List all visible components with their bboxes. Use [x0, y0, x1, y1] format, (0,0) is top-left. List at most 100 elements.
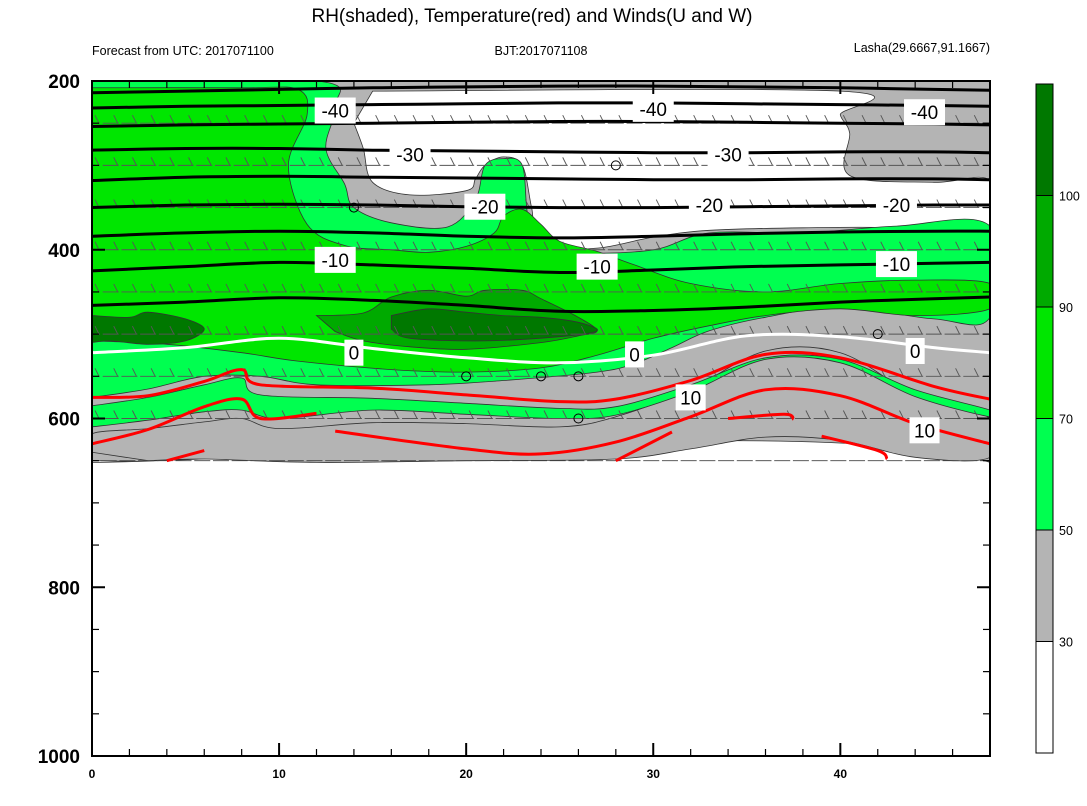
wind-barb-flag — [281, 157, 287, 166]
wind-barb-flag — [711, 410, 717, 419]
contour-label: -20 — [471, 198, 498, 219]
wind-barb-flag — [749, 241, 755, 250]
wind-barb-flag — [973, 157, 979, 166]
wind-barb-flag — [917, 283, 923, 293]
wind-barb-flag — [262, 368, 268, 377]
wind-barb-flag — [506, 325, 511, 335]
wind-barb-flag — [936, 325, 942, 335]
wind-barb-flag — [543, 410, 549, 419]
wind-barb-flag — [132, 410, 137, 419]
calm-wind-marker — [348, 202, 359, 213]
wind-barb-flag — [173, 81, 174, 82]
wind-barb-flag — [304, 81, 305, 82]
wind-barb-flag — [917, 241, 923, 250]
wind-barb-flag — [730, 325, 736, 335]
wind-barb-flag — [899, 114, 904, 124]
wind-barb-flag — [637, 157, 642, 166]
x-tick-label: 40 — [834, 767, 848, 781]
temperature-contour-minus20 — [92, 202, 990, 210]
wind-barb-flag — [94, 410, 100, 419]
colorbar: 30 50 70 90 100 — [1035, 83, 1080, 754]
wind-barb-flag — [262, 114, 268, 124]
wind-barb-flag — [487, 283, 493, 293]
wind-barb-flag — [618, 368, 624, 377]
wind-barb-flag — [842, 368, 848, 377]
y-tick-label: 1000 — [38, 747, 80, 768]
colorbar-tick-label: 30 — [1059, 636, 1073, 650]
wind-barb-flag — [337, 157, 343, 166]
colorbar-swatch — [1035, 641, 1054, 754]
wind-barb-flag — [824, 325, 830, 335]
wind-barb-flag — [902, 81, 904, 82]
contour-label: 10 — [914, 421, 935, 442]
wind-barb-flag — [150, 157, 156, 166]
wind-barb-flag — [281, 325, 287, 335]
wind-barb-flag — [973, 368, 979, 377]
wind-barb-flag — [921, 81, 923, 82]
wind-barb-flag — [618, 157, 624, 166]
wind-barb-flag — [487, 368, 493, 377]
wind-barb-flag — [711, 325, 717, 335]
wind-barb-flag — [450, 241, 455, 250]
forecast-time-label: Forecast from UTC: 2017071100 — [92, 44, 274, 58]
wind-barb-flag — [468, 410, 474, 419]
wind-barb-flag — [262, 325, 268, 335]
contour-label: 10 — [680, 388, 701, 409]
wind-barb-flag — [917, 157, 923, 166]
wind-barb-flag — [936, 410, 942, 419]
wind-barb-flag — [412, 241, 418, 250]
calm-wind-marker — [573, 371, 584, 382]
wind-barb-flag — [641, 81, 642, 82]
wind-barb-flag — [842, 410, 848, 419]
wind-barb-flag — [244, 283, 250, 293]
wind-barb-flag — [711, 283, 717, 293]
wind-barb-flag — [749, 368, 755, 377]
contour-labels: -40 -40 -40 -30 -30 -20 -20 -20 -10 -10 -10 0 0 0 10 10 — [314, 95, 946, 444]
wind-barb-flag — [599, 283, 605, 293]
wind-barb-flag — [319, 325, 324, 335]
wind-barb-flag — [693, 368, 699, 377]
wind-barb-flag — [300, 325, 306, 335]
wind-barb-flag — [730, 241, 736, 250]
wind-barb-flag — [528, 81, 530, 82]
contour-label-box — [344, 339, 364, 366]
wind-barb-flag — [581, 157, 586, 166]
wind-barb-flag — [510, 81, 511, 82]
wind-barb-flag — [244, 157, 250, 166]
wind-barb-flag — [805, 368, 811, 377]
wind-barb-flag — [655, 283, 661, 293]
wind-barb-flag — [431, 368, 437, 377]
wind-barb-flag — [543, 368, 549, 377]
wind-barb-flag — [880, 114, 886, 124]
wind-barb-flag — [132, 368, 137, 377]
wind-barb-flag — [300, 157, 306, 166]
wind-barb-flag — [524, 241, 530, 250]
wind-barb-flag — [225, 241, 231, 250]
wind-barb-flag — [132, 283, 137, 293]
wind-barb-flag — [416, 81, 418, 82]
wind-barb-flag — [973, 325, 979, 335]
wind-barb-flag — [824, 241, 830, 250]
wind-barb-flag — [842, 325, 848, 335]
wind-barb-flag — [973, 114, 979, 124]
wind-barb-flag — [113, 283, 119, 293]
wind-barb-flag — [861, 241, 867, 250]
wind-barb-flag — [674, 410, 680, 419]
wind-barb-flag — [674, 368, 680, 377]
wind-barb-flag — [562, 157, 568, 166]
wind-barb-flag — [412, 325, 418, 335]
wind-barb-flag — [599, 410, 605, 419]
wind-barb-flag — [150, 114, 156, 124]
wind-barb-flag — [206, 241, 212, 250]
wind-barb-flag — [805, 241, 811, 250]
wind-barb-flag — [229, 81, 230, 82]
rh-dark-green-region — [390, 308, 598, 342]
wind-barb-flag — [262, 241, 268, 250]
wind-barb-flag — [977, 81, 979, 82]
temperature-contour-10 — [92, 350, 990, 404]
contour-label-box — [875, 192, 917, 219]
wind-barb-flag — [450, 157, 455, 166]
wind-barb-flag — [356, 410, 362, 419]
wind-barb-flag — [375, 368, 381, 377]
